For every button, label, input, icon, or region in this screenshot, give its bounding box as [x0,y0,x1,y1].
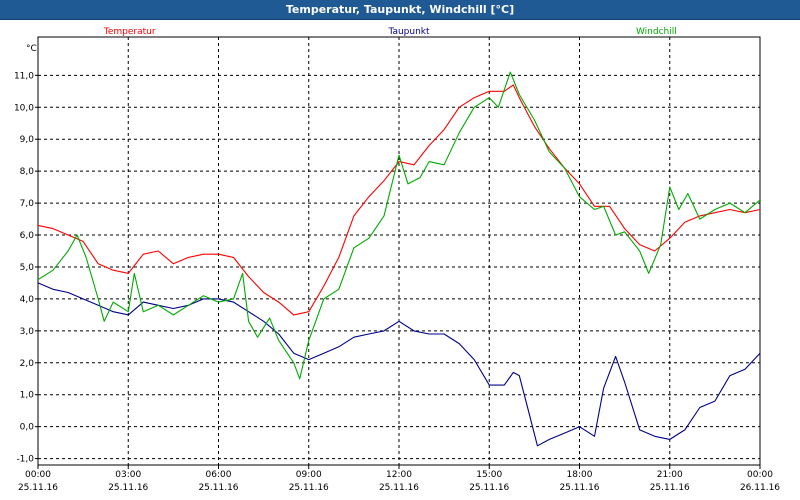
x-tick-date-label: 25.11.16 [18,483,58,493]
series-line-windchill [37,71,761,380]
x-tick-label: 09:00 [296,470,322,480]
y-tick-label: 0,0 [20,423,35,433]
x-tick-date-label: 25.11.16 [559,483,599,493]
legend: Temperatur Taupunkt Windchill [103,27,677,37]
x-tick-date-label: 25.11.16 [108,483,148,493]
x-tick-label: 00:00 [747,470,773,480]
x-tick-date-label: 25.11.16 [379,483,419,493]
x-tick-label: 06:00 [206,470,232,480]
plot-frame [37,36,761,466]
x-tick-date-label: 25.11.16 [198,483,238,493]
y-tick-label: 8,0 [20,167,35,177]
y-tick-label: 11,0 [14,71,34,81]
x-tick-date-label: 25.11.16 [650,483,690,493]
x-tick-date-label: 26.11.16 [740,483,780,493]
x-tick-date-label: 25.11.16 [469,483,509,493]
y-tick-label: 4,0 [20,295,35,305]
chart-title: Temperatur, Taupunkt, Windchill [°C] [0,0,800,20]
legend-entry: Temperatur [103,27,156,37]
legend-entry: Windchill [636,27,677,37]
grid [38,37,760,465]
y-tick-label: 2,0 [20,359,35,369]
series-lines [37,71,761,447]
y-tick-label: 5,0 [20,263,35,273]
y-tick-label: 3,0 [20,327,35,337]
x-tick-date-label: 25.11.16 [289,483,329,493]
series-line-taupunkt [37,282,761,447]
x-tick-label: 21:00 [657,470,683,480]
x-tick-label: 03:00 [115,470,141,480]
y-tick-label: 9,0 [20,135,35,145]
y-tick-label: -1,0 [16,455,34,465]
y-tick-label: 6,0 [20,231,35,241]
series-line-temperatur [37,84,761,316]
legend-entry: Taupunkt [387,27,430,37]
y-tick-label: 1,0 [20,391,35,401]
axes: -1,0 0,0 1,0 2,0 3,0 4,0 5,0 6,0 7,0 8,0 9,0 10,0 11… [14,36,780,493]
x-tick-label: 18:00 [567,470,593,480]
x-tick-label: 12:00 [386,470,412,480]
y-axis-unit-label: °C [26,44,37,54]
y-tick-label: 10,0 [14,103,34,113]
chart-plot: °C -1,0 0,0 1,0 2,0 3,0 4,0 5,0 6,0 7,0 8,0 9,0 10,… [14,27,780,493]
y-tick-label: 7,0 [20,199,35,209]
x-tick-label: 00:00 [25,470,51,480]
x-tick-label: 15:00 [476,470,502,480]
